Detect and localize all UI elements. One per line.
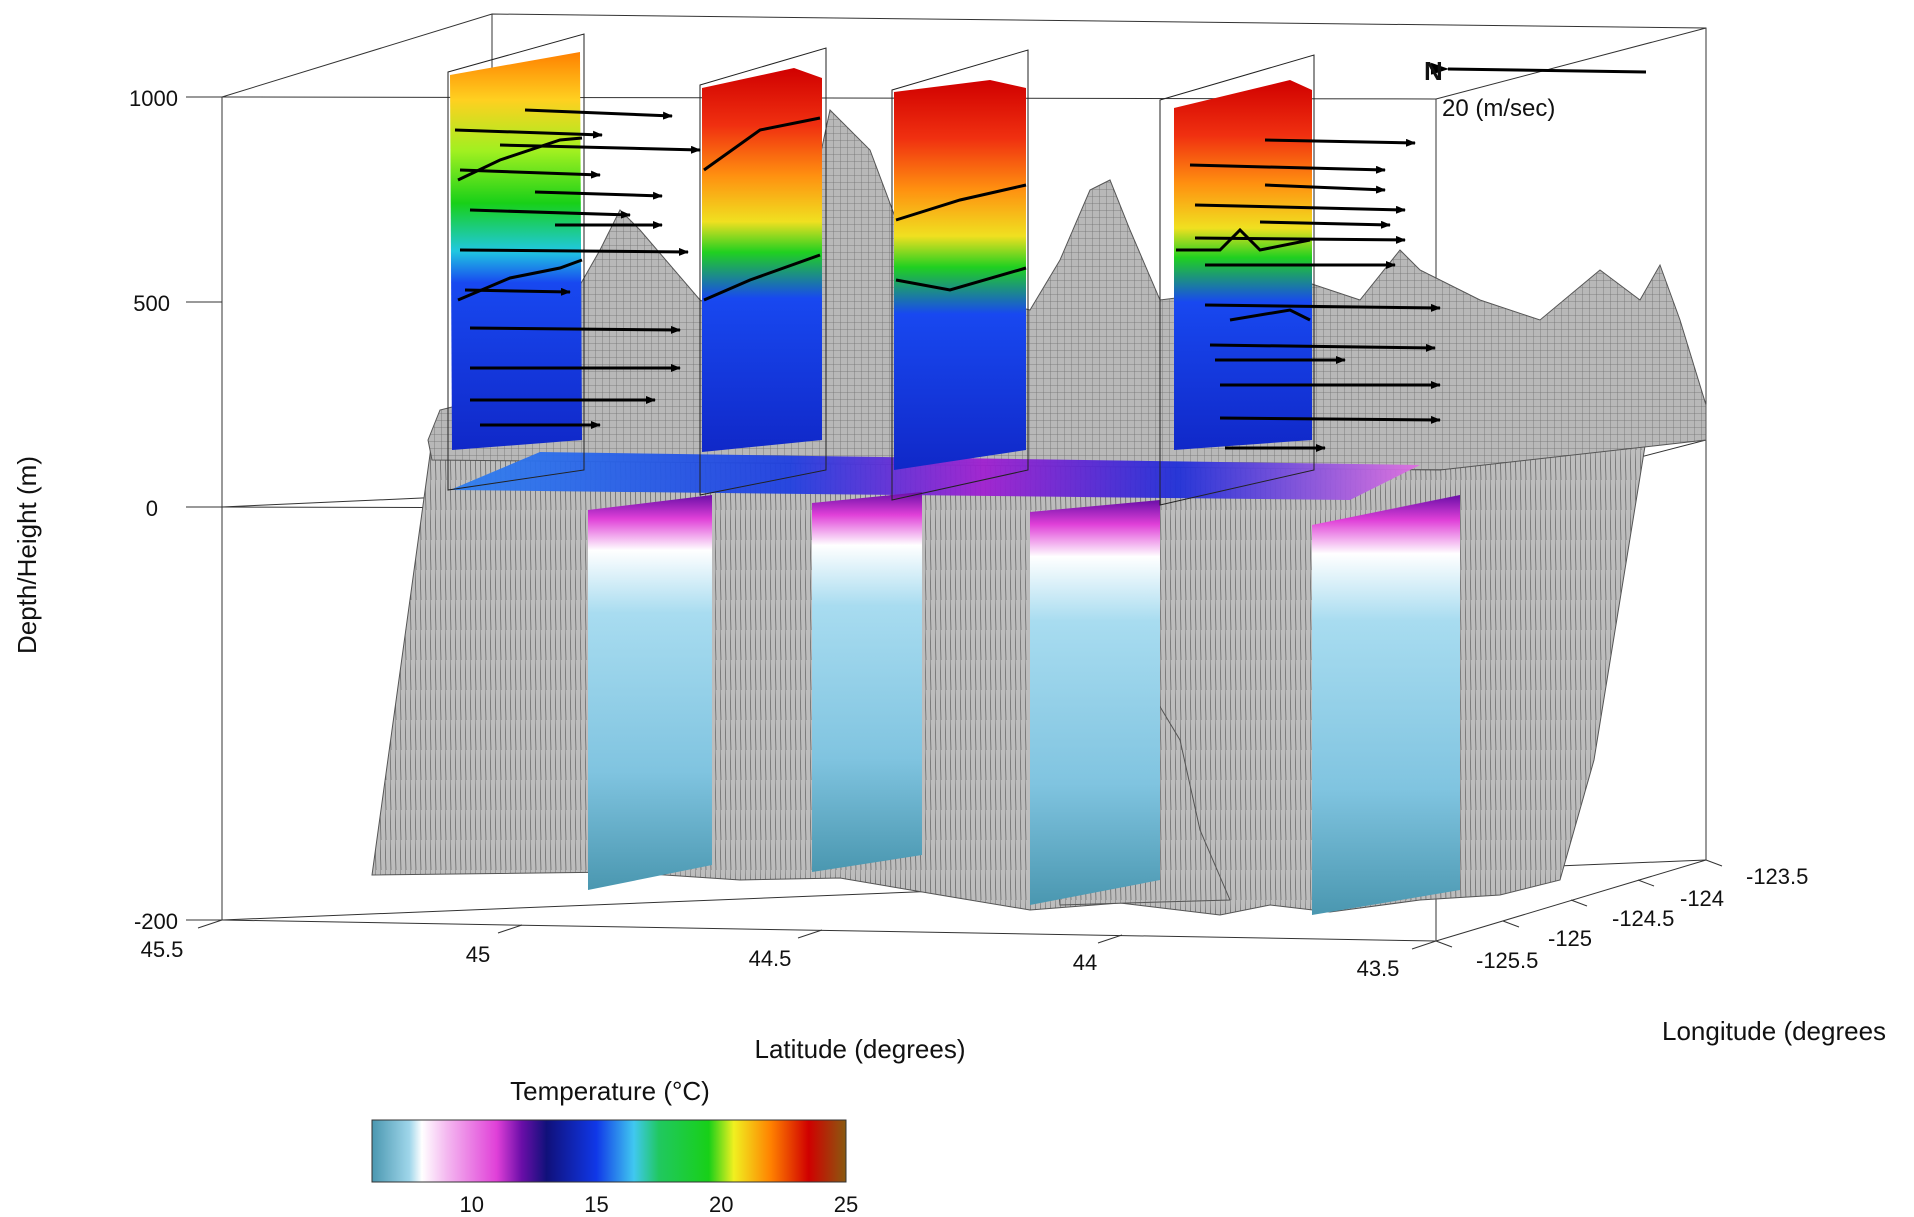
- y-tick-label: -125: [1548, 926, 1592, 951]
- y-tick-label: -125.5: [1476, 948, 1538, 973]
- z-axis-label: Depth/Height (m): [12, 456, 42, 654]
- colorbar-gradient: [371, 1119, 847, 1183]
- ocean-slice-1: [588, 495, 712, 890]
- z-tick-label: 0: [146, 496, 158, 521]
- atmo-slice-3: [894, 80, 1026, 470]
- colorbar-tick-label: 10: [460, 1192, 484, 1217]
- atmo-slice-2: [702, 68, 822, 452]
- x-tick-label: 45: [466, 942, 490, 967]
- ocean-slice-2: [812, 492, 922, 872]
- atmo-slice-3-frame: [891, 49, 1029, 501]
- x-tick-label: 44.5: [749, 946, 792, 971]
- x-axis-label: Latitude (degrees): [754, 1034, 965, 1064]
- atmo-slice-2-frame: [699, 47, 827, 496]
- vector-scale-label: 20 (m/sec): [1442, 95, 1555, 122]
- x-axis: [197, 919, 1437, 950]
- colorbar-title: Temperature (°C): [510, 1076, 710, 1106]
- z-tick-label: 1000: [129, 86, 178, 111]
- y-tick-label: -123.5: [1746, 864, 1808, 889]
- x-tick-label: 45.5: [141, 937, 184, 962]
- contour-lines: [457, 116, 1311, 322]
- z-axis: 1000 500 0 -200 Depth/Height (m): [12, 86, 222, 934]
- atmo-slice-1-frame: [447, 33, 585, 491]
- x-tick-label: 43.5: [1357, 956, 1400, 981]
- y-tick-label: -124: [1680, 886, 1724, 911]
- colorbar: Temperature (°C) 10 15 20 25: [371, 1076, 858, 1217]
- colorbar-tick-label: 20: [709, 1192, 733, 1217]
- surface-temperature-slice: [450, 452, 1420, 500]
- ocean-slice-3: [1030, 500, 1160, 905]
- ocean-slices: [588, 492, 1460, 915]
- colorbar-tick-label: 15: [584, 1192, 608, 1217]
- colorbar-tick-label: 25: [834, 1192, 858, 1217]
- y-axis: [1435, 859, 1723, 948]
- y-tick-label: -124.5: [1612, 906, 1674, 931]
- z-tick-label: 500: [133, 291, 170, 316]
- z-tick-label: -200: [134, 909, 178, 934]
- north-symbol: N: [1424, 56, 1443, 86]
- wind-vectors: [454, 108, 1441, 452]
- ocean-slice-4: [1312, 495, 1460, 915]
- topography-surface: [427, 108, 1707, 471]
- vector-legend: N 20 (m/sec): [1424, 56, 1647, 122]
- x-tick-label: 44: [1073, 950, 1097, 975]
- atmo-slice-4-frame: [1159, 54, 1315, 506]
- y-axis-label: Longitude (degrees: [1662, 1016, 1886, 1046]
